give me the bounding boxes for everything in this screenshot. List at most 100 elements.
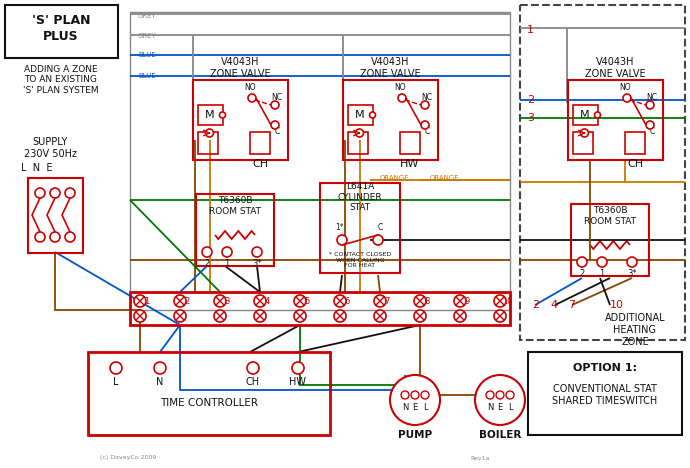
Circle shape xyxy=(475,375,525,425)
Text: 1: 1 xyxy=(600,270,604,278)
Circle shape xyxy=(50,232,60,242)
Circle shape xyxy=(334,310,346,322)
Circle shape xyxy=(623,94,631,102)
Text: C: C xyxy=(424,127,430,137)
Circle shape xyxy=(454,310,466,322)
Text: 3*: 3* xyxy=(252,259,262,269)
Text: ORANGE: ORANGE xyxy=(380,175,410,181)
Text: NO: NO xyxy=(244,83,256,93)
Text: T6360B
ROOM STAT: T6360B ROOM STAT xyxy=(209,196,261,216)
Circle shape xyxy=(370,112,375,118)
Text: ORANGE: ORANGE xyxy=(430,175,460,181)
Text: M: M xyxy=(205,110,215,120)
Text: PUMP: PUMP xyxy=(398,430,432,440)
Circle shape xyxy=(248,94,256,102)
Text: 8: 8 xyxy=(424,297,430,306)
Text: SUPPLY
230V 50Hz: SUPPLY 230V 50Hz xyxy=(23,137,77,159)
Circle shape xyxy=(454,295,466,307)
Circle shape xyxy=(374,295,386,307)
Circle shape xyxy=(506,391,514,399)
Text: 2: 2 xyxy=(527,95,534,105)
Text: 9: 9 xyxy=(464,297,470,306)
Text: 3*: 3* xyxy=(627,270,637,278)
Text: HW: HW xyxy=(290,377,306,387)
Text: BLUE: BLUE xyxy=(138,73,156,79)
Text: 2: 2 xyxy=(184,297,190,306)
Circle shape xyxy=(206,129,213,137)
Circle shape xyxy=(214,295,226,307)
Text: 2: 2 xyxy=(580,270,584,278)
Circle shape xyxy=(65,232,75,242)
Circle shape xyxy=(414,295,426,307)
Text: ADDITIONAL
HEATING
ZONE: ADDITIONAL HEATING ZONE xyxy=(604,314,665,347)
Text: ADDING A ZONE
TO AN EXISTING
'S' PLAN SYSTEM: ADDING A ZONE TO AN EXISTING 'S' PLAN SY… xyxy=(23,65,99,95)
Text: TIME CONTROLLER: TIME CONTROLLER xyxy=(160,398,258,409)
Circle shape xyxy=(373,235,383,245)
Text: NO: NO xyxy=(619,83,631,93)
Circle shape xyxy=(254,310,266,322)
Text: N: N xyxy=(487,403,493,412)
Text: 4: 4 xyxy=(264,297,270,306)
Text: 3: 3 xyxy=(527,113,534,123)
Circle shape xyxy=(202,247,212,257)
Circle shape xyxy=(580,129,589,137)
Text: N: N xyxy=(157,377,164,387)
Circle shape xyxy=(110,362,122,374)
Circle shape xyxy=(134,310,146,322)
Text: NC: NC xyxy=(271,93,282,102)
Circle shape xyxy=(254,295,266,307)
Circle shape xyxy=(421,121,429,129)
Circle shape xyxy=(65,188,75,198)
Text: 'S' PLAN: 'S' PLAN xyxy=(32,14,90,27)
Text: OPTION 1:: OPTION 1: xyxy=(573,363,637,373)
Circle shape xyxy=(577,257,587,267)
Text: L  N  E: L N E xyxy=(21,163,52,173)
Circle shape xyxy=(334,295,346,307)
Text: L641A
CYLINDER
STAT: L641A CYLINDER STAT xyxy=(337,182,382,212)
Circle shape xyxy=(174,310,186,322)
Text: M: M xyxy=(580,110,590,120)
Text: E: E xyxy=(413,403,417,412)
Text: * CONTACT CLOSED
WHEN CALLING
FOR HEAT: * CONTACT CLOSED WHEN CALLING FOR HEAT xyxy=(329,252,391,268)
Text: GREY: GREY xyxy=(138,33,157,39)
Circle shape xyxy=(646,101,654,109)
Text: C: C xyxy=(649,127,655,137)
Circle shape xyxy=(421,101,429,109)
Circle shape xyxy=(401,391,409,399)
Text: CH: CH xyxy=(627,159,643,169)
Circle shape xyxy=(174,295,186,307)
Circle shape xyxy=(214,310,226,322)
Text: PLUS: PLUS xyxy=(43,30,79,44)
Text: L: L xyxy=(113,377,119,387)
Text: 1: 1 xyxy=(144,297,150,306)
Circle shape xyxy=(595,112,600,118)
Text: 6: 6 xyxy=(344,297,350,306)
Text: NC: NC xyxy=(422,93,433,102)
Text: T6360B
ROOM STAT: T6360B ROOM STAT xyxy=(584,206,636,226)
Text: 7: 7 xyxy=(384,297,390,306)
Text: V4043H
ZONE VALVE: V4043H ZONE VALVE xyxy=(359,57,420,79)
Circle shape xyxy=(134,295,146,307)
Text: BOILER: BOILER xyxy=(479,430,521,440)
Circle shape xyxy=(421,391,429,399)
Circle shape xyxy=(494,310,506,322)
Circle shape xyxy=(292,362,304,374)
Text: N: N xyxy=(402,403,408,412)
Text: V4043H
ZONE VALVE: V4043H ZONE VALVE xyxy=(584,57,645,79)
Circle shape xyxy=(597,257,607,267)
Circle shape xyxy=(247,362,259,374)
Text: 10: 10 xyxy=(610,300,624,310)
Text: 5: 5 xyxy=(304,297,310,306)
Text: L: L xyxy=(423,403,427,412)
Circle shape xyxy=(414,310,426,322)
Text: 1*: 1* xyxy=(336,224,344,233)
Text: BLUE: BLUE xyxy=(138,52,156,58)
Text: 3: 3 xyxy=(224,297,230,306)
Circle shape xyxy=(294,295,306,307)
Circle shape xyxy=(294,310,306,322)
Circle shape xyxy=(646,121,654,129)
Text: CH: CH xyxy=(252,159,268,169)
Circle shape xyxy=(252,247,262,257)
Text: 2: 2 xyxy=(533,300,540,310)
Text: V4043H
ZONE VALVE: V4043H ZONE VALVE xyxy=(210,57,270,79)
